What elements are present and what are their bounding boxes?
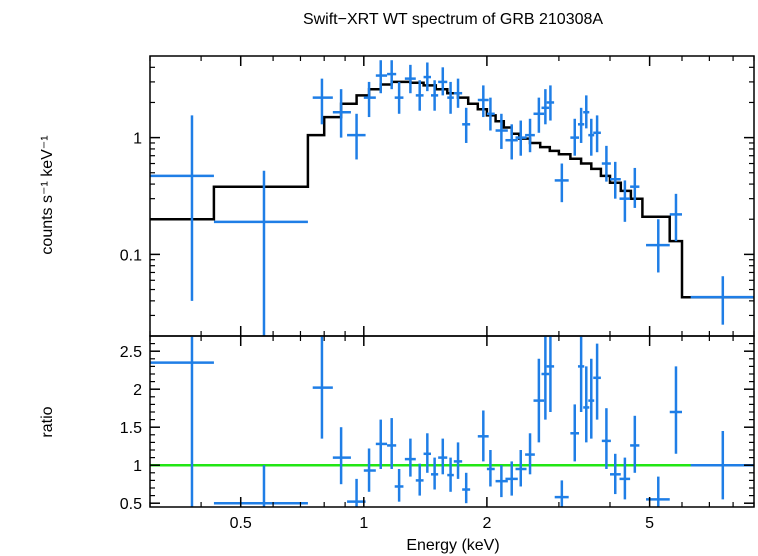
- ratio-panel: 0.5 1 1.5 2 2.5 0.5 1 2 5: [120, 335, 755, 532]
- ratio-data-point: [609, 453, 621, 495]
- spectrum-data-point: [150, 115, 214, 301]
- ratio-data-point: [525, 433, 535, 475]
- ratio-data-point: [619, 457, 631, 500]
- ratio-y-tick-label: 1.5: [120, 420, 142, 437]
- spectrum-data-point: [583, 95, 590, 129]
- ratio-data-point: [363, 448, 376, 492]
- ratio-data-point: [690, 431, 754, 500]
- ratio-data-point: [394, 469, 404, 502]
- ratio-data-point: [546, 336, 555, 412]
- ratio-data-point: [347, 478, 366, 507]
- y-axis-label-ratio: ratio: [39, 406, 56, 437]
- ratio-data-point: [515, 450, 527, 487]
- spectrum-data-point: [619, 180, 631, 222]
- ratio-data-point: [541, 336, 550, 420]
- spectrum-plot-area: [150, 60, 754, 336]
- x-tick-label: 1: [359, 515, 368, 532]
- ratio-data-point: [593, 343, 601, 420]
- spectrum-data-point: [404, 64, 416, 94]
- spectrum-data-point: [438, 67, 448, 96]
- ratio-data-point: [431, 457, 439, 490]
- ratio-y-tick-label: 2.5: [120, 344, 142, 361]
- ratio-data-point: [583, 366, 590, 443]
- ratio-data-point: [601, 408, 611, 469]
- spectrum-data-point: [495, 113, 508, 149]
- ratio-data-point: [462, 472, 471, 504]
- ratio-data-point: [570, 404, 580, 462]
- spectrum-data-point: [431, 80, 439, 111]
- ratio-data-point: [477, 410, 489, 462]
- spectrum-data-point: [609, 161, 621, 199]
- spectrum-data-point: [515, 120, 527, 156]
- spectrum-data-point: [387, 60, 397, 90]
- spectrum-data-point: [363, 81, 376, 118]
- ratio-y-tick-label: 0.5: [120, 496, 142, 513]
- spectrum-data-point: [554, 163, 569, 203]
- ratio-frame: [149, 335, 755, 508]
- spectrum-data-point: [593, 115, 601, 153]
- spectrum-data-point: [415, 80, 424, 111]
- y-axis-label-spectrum: counts s⁻¹ keV⁻¹: [39, 135, 56, 254]
- spectrum-data-point: [477, 85, 489, 118]
- spectrum-data-point: [375, 60, 388, 94]
- spectrum-y-tick-label: 1: [133, 131, 142, 148]
- spectrum-data-point: [486, 97, 495, 131]
- ratio-y-tick-label: 1: [133, 458, 142, 475]
- spectrum-data-point: [347, 113, 366, 160]
- x-tick-label: 2: [482, 515, 491, 532]
- spectrum-data-point: [312, 78, 333, 125]
- ratio-data-point: [588, 358, 595, 439]
- spectrum-data-point: [669, 193, 682, 242]
- ratio-data-point: [630, 415, 640, 473]
- spectrum-data-point: [601, 145, 611, 182]
- ratio-data-point: [387, 418, 397, 469]
- spectrum-data-point: [453, 78, 463, 108]
- ratio-data-point: [486, 450, 495, 487]
- ratio-data-point: [312, 336, 333, 439]
- ratio-data-point: [375, 419, 388, 469]
- spectrum-data-point: [525, 118, 535, 153]
- spectrum-data-point: [423, 62, 432, 92]
- spectrum-data-point: [570, 118, 580, 156]
- ratio-data-point: [447, 457, 454, 492]
- ratio-data-point: [505, 461, 518, 496]
- spectrum-data-point: [588, 118, 595, 156]
- spectrum-data-point: [541, 89, 550, 125]
- spectrum-data-point: [394, 81, 404, 114]
- spectrum-data-point: [646, 219, 670, 273]
- x-tick-label: 5: [645, 515, 654, 532]
- ratio-y-tick-label: 2: [133, 382, 142, 399]
- ratio-data-point: [533, 358, 545, 443]
- ratio-plot-area: [150, 336, 754, 507]
- ratio-data-point: [495, 465, 508, 498]
- spectrum-data-point: [447, 81, 454, 114]
- ratio-data-point: [213, 465, 308, 507]
- spectrum-data-point: [462, 107, 471, 143]
- ratio-data-point: [438, 438, 448, 475]
- spectrum-data-point: [505, 124, 518, 160]
- ratio-data-point: [423, 433, 432, 473]
- spectrum-data-point: [577, 107, 585, 143]
- spectrum-data-point: [546, 85, 555, 121]
- ratio-data-point: [669, 366, 682, 454]
- x-axis-label: Energy (keV): [406, 537, 499, 554]
- ratio-data-point: [554, 480, 569, 507]
- chart-title: Swift−XRT WT spectrum of GRB 210308A: [303, 11, 603, 28]
- x-tick-label: 0.5: [230, 515, 252, 532]
- ratio-data-point: [577, 336, 585, 412]
- spectrum-data-point: [690, 276, 754, 325]
- spectrum-data-point: [213, 170, 308, 336]
- spectrum-data-point: [630, 167, 640, 208]
- spectrum-y-tick-label: 0.1: [120, 247, 142, 264]
- spectrum-data-point: [332, 89, 351, 138]
- ratio-data-point: [332, 427, 351, 485]
- ratio-data-point: [150, 336, 214, 507]
- spectrum-data-point: [533, 97, 545, 133]
- ratio-data-point: [453, 442, 463, 479]
- ratio-data-point: [415, 463, 424, 496]
- spectrum-panel: 0.11: [120, 55, 755, 337]
- model-step-line: [150, 80, 754, 299]
- ratio-data-point: [404, 438, 416, 477]
